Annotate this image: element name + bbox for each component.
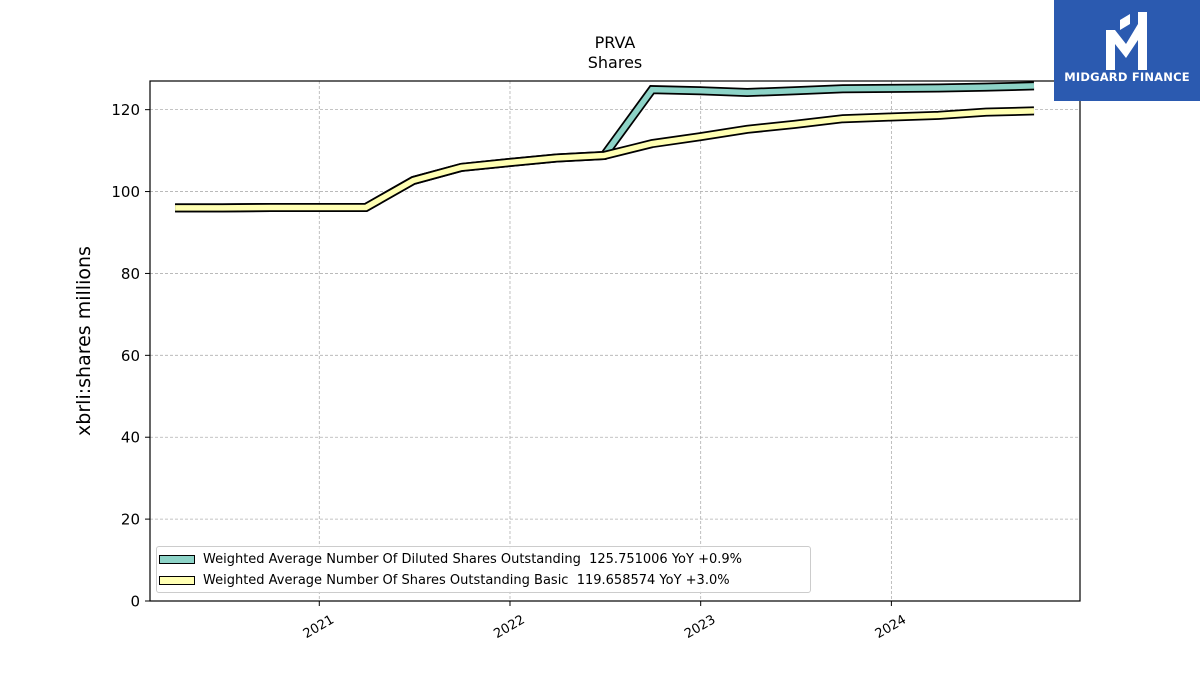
chart-subtitle: Shares	[588, 53, 643, 72]
chart-title: PRVA	[595, 33, 636, 52]
y-tick-label: 40	[121, 429, 140, 447]
legend-swatch-diluted	[159, 554, 195, 564]
series-line-0	[175, 83, 1035, 211]
y-tick-label: 120	[111, 101, 140, 119]
x-axis-ticks: 2021 2022 2023 2024	[301, 601, 909, 642]
x-tick-label: 2024	[873, 612, 909, 642]
legend-item-basic: Weighted Average Number Of Shares Outsta…	[159, 570, 730, 590]
y-axis-label: xbrli:shares millions	[73, 246, 95, 436]
x-tick-label: 2022	[491, 612, 527, 642]
y-tick-label: 60	[121, 347, 140, 365]
legend-swatch-basic	[159, 575, 195, 585]
grid-lines	[150, 81, 1080, 601]
legend-label-diluted: Weighted Average Number Of Diluted Share…	[203, 551, 742, 567]
chart-legend: Weighted Average Number Of Diluted Share…	[156, 546, 811, 593]
y-tick-label: 20	[121, 511, 140, 529]
midgard-logo-icon	[1106, 12, 1147, 70]
y-tick-label: 100	[111, 183, 140, 201]
y-tick-label: 80	[121, 265, 140, 283]
x-tick-label: 2023	[682, 612, 718, 642]
y-tick-label: 0	[130, 593, 140, 611]
x-tick-label: 2021	[301, 612, 337, 642]
series-outline-0	[175, 81, 1035, 213]
brand-logo: MIDGARD FINANCE	[1054, 0, 1200, 101]
series-lines	[175, 81, 1035, 213]
y-axis-ticks: 0 20 40 60 80 100 120	[111, 101, 150, 611]
brand-name: MIDGARD FINANCE	[1064, 70, 1190, 84]
legend-item-diluted: Weighted Average Number Of Diluted Share…	[159, 549, 742, 569]
plot-frame	[149, 80, 1081, 602]
legend-label-basic: Weighted Average Number Of Shares Outsta…	[203, 572, 730, 588]
series-outline-1	[175, 106, 1035, 213]
